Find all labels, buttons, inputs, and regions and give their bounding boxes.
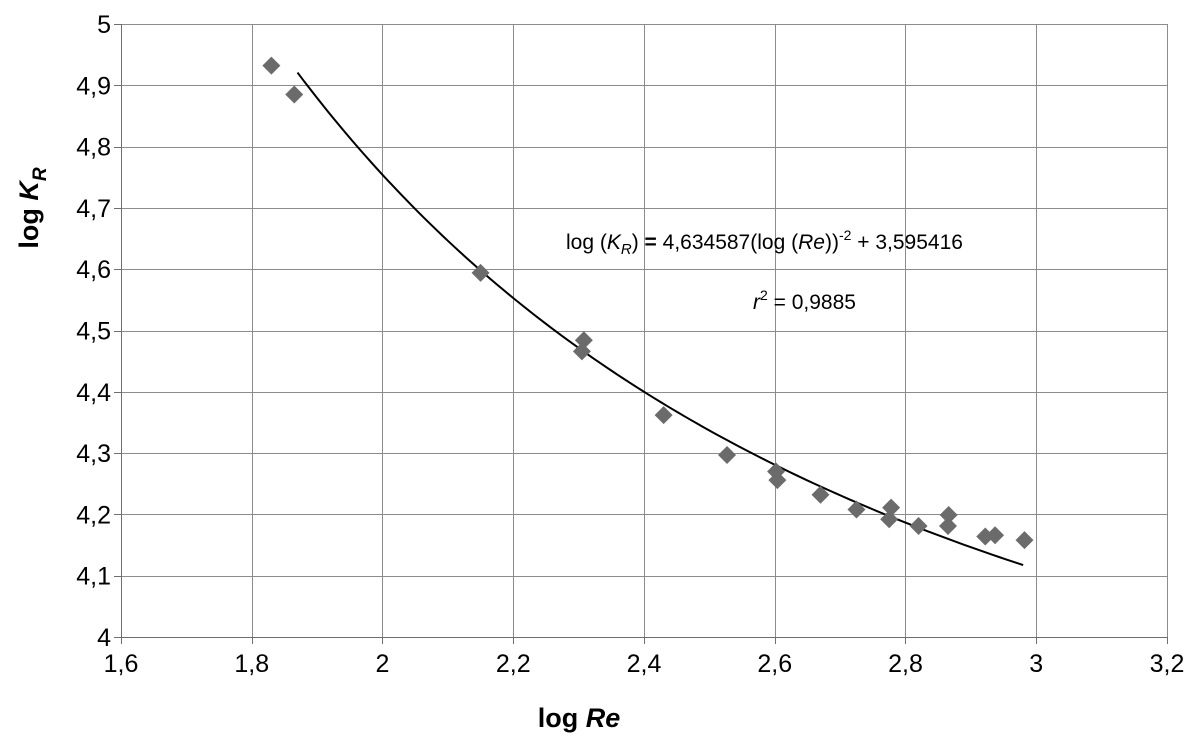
data-point [1015, 531, 1034, 550]
data-point [939, 506, 958, 525]
eq-equals: = [645, 231, 657, 254]
data-point [938, 517, 957, 536]
data-point [768, 471, 787, 490]
data-point [880, 510, 899, 529]
data-point [718, 445, 737, 464]
axes [114, 24, 1168, 644]
y-axis-title: log KR [14, 167, 51, 249]
data-point [285, 85, 304, 104]
x-tick-label: 1,6 [104, 650, 139, 678]
x-axis-title-prefix: log [538, 703, 586, 733]
y-axis-title-var: K [14, 179, 44, 201]
r2-rest: = 0,9885 [768, 291, 856, 314]
data-point [262, 56, 281, 75]
y-tick-label: 4,4 [76, 379, 111, 407]
eq-exponent: -2 [839, 227, 852, 243]
y-axis-title-prefix: log [14, 201, 44, 249]
x-tick-label: 3 [1029, 650, 1043, 678]
x-axis-title: log Re [538, 703, 621, 733]
x-tick-label: 2,4 [627, 650, 662, 678]
trendline-group [296, 71, 1024, 567]
y-tick-label: 4 [97, 624, 111, 652]
data-point [986, 526, 1005, 545]
eq-re: Re [798, 231, 825, 254]
y-tick-label: 4,7 [76, 195, 111, 223]
y-tick-label: 4,5 [76, 318, 111, 346]
x-tick-label: 1,8 [234, 650, 269, 678]
trendline [296, 71, 1024, 567]
eq-var: K [607, 231, 622, 254]
r2-var: r [753, 291, 761, 314]
y-tick-label: 4,2 [76, 501, 111, 529]
data-point [654, 406, 673, 425]
x-tick-label: 3,2 [1150, 650, 1185, 678]
data-point [572, 342, 591, 361]
eq-part4: )) [825, 231, 839, 254]
data-point [882, 498, 901, 517]
data-point [847, 500, 866, 519]
y-tick-label: 4,1 [76, 563, 111, 591]
data-point [909, 517, 928, 536]
y-tick-label: 4,9 [76, 72, 111, 100]
y-axis-title-sub: R [30, 167, 51, 181]
data-point [811, 485, 830, 504]
y-tick-label: 5 [97, 11, 111, 39]
eq-sub: R [621, 241, 632, 258]
data-point [471, 263, 490, 282]
x-tick-label: 2,2 [496, 650, 531, 678]
data-points [262, 56, 1034, 550]
r2-sup: 2 [760, 287, 768, 303]
eq-part1: log ( [566, 231, 607, 254]
y-tick-label: 4,3 [76, 440, 111, 468]
y-tick-label: 4,8 [76, 134, 111, 162]
data-point [574, 331, 593, 350]
tick-labels: 4 4,1 4,2 4,3 4,4 4,5 4,6 4,7 4,8 4,9 5 1,6 1,8 2 2,2 2… [76, 11, 1184, 678]
x-axis-title-var: Re [586, 703, 621, 733]
x-tick-label: 2 [376, 650, 390, 678]
r-squared-annotation: r2 = 0,9885 [753, 287, 856, 314]
eq-part3: 4,634587(log ( [657, 231, 798, 254]
eq-part5: + 3,595416 [851, 231, 963, 254]
x-tick-label: 2,8 [888, 650, 923, 678]
fit-equation-annotation: log (KR) = 4,634587(log (Re))-2 + 3,5954… [566, 227, 963, 258]
y-tick-label: 4,6 [76, 256, 111, 284]
x-tick-label: 2,6 [757, 650, 792, 678]
eq-part2: ) [632, 231, 645, 254]
